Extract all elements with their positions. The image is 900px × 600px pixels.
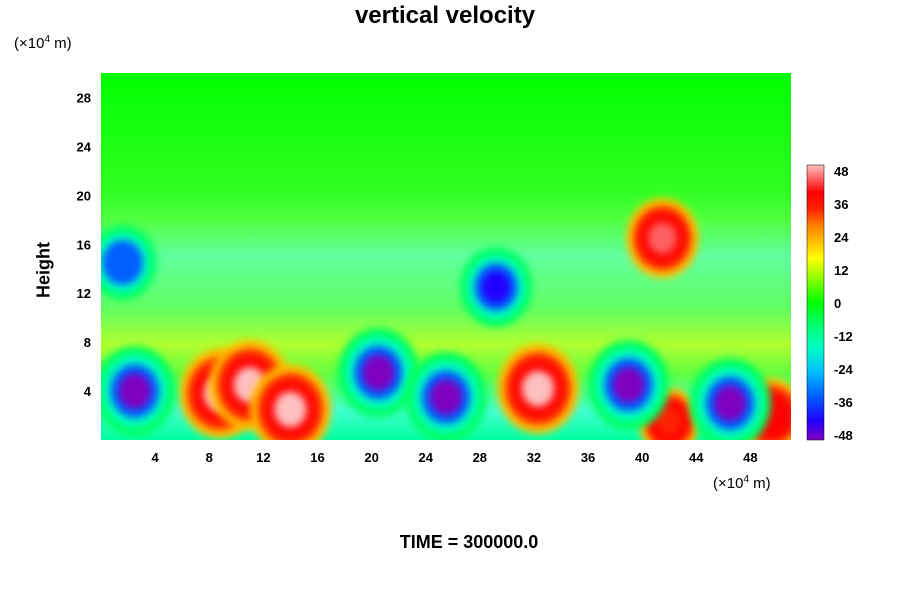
- x-tick-label: 20: [364, 450, 378, 465]
- colorbar-tick-label: -24: [834, 362, 854, 377]
- x-tick-label: 40: [635, 450, 649, 465]
- colorbar: [806, 164, 825, 441]
- y-tick-label: 4: [84, 384, 92, 399]
- updraft-cell-6: [626, 198, 699, 279]
- x-tick-label: 32: [527, 450, 541, 465]
- x-tick-label: 48: [743, 450, 757, 465]
- y-tick-label: 24: [77, 139, 92, 154]
- x-tick-label: 24: [418, 450, 433, 465]
- x-axis-unit: (×104 m): [713, 474, 771, 492]
- y-axis-unit: (×104 m): [14, 34, 72, 52]
- downdraft-cell-12: [459, 247, 533, 327]
- colorbar-tick-label: 0: [834, 296, 841, 311]
- colorbar-tick-label: -48: [834, 428, 853, 443]
- downdraft-cell-9: [405, 352, 487, 440]
- x-tick-label: 36: [581, 450, 595, 465]
- x-tick-label: 12: [256, 450, 270, 465]
- downdraft-cell-10: [587, 340, 670, 430]
- x-tick-label: 44: [689, 450, 704, 465]
- y-tick-label: 20: [77, 188, 91, 203]
- x-tick-label: 8: [206, 450, 213, 465]
- downdraft-cell-11: [689, 358, 771, 440]
- downdraft-cell-8: [337, 327, 420, 418]
- colorbar-tick-label: -12: [834, 329, 853, 344]
- y-tick-label: 8: [84, 335, 91, 350]
- x-tick-label: 16: [310, 450, 324, 465]
- x-tick-label: 28: [473, 450, 487, 465]
- y-tick-label: 28: [77, 90, 91, 105]
- updraft-cell-2: [249, 364, 332, 440]
- colorbar-tick-label: 48: [834, 164, 848, 179]
- time-label: TIME = 300000.0: [399, 532, 539, 552]
- downdraft-cell-7: [101, 346, 176, 436]
- chart-title: vertical velocity: [354, 2, 536, 29]
- colorbar-tick-label: -36: [834, 395, 853, 410]
- colorbar-tick-label: 24: [834, 230, 849, 245]
- colorbar-tick-label: 36: [834, 197, 848, 212]
- colorbar-tick-label: 12: [834, 263, 848, 278]
- updraft-cell-3: [497, 343, 579, 434]
- y-tick-label: 16: [77, 237, 91, 252]
- x-tick-label: 4: [152, 450, 160, 465]
- y-tick-label: 12: [77, 286, 91, 301]
- downdraft-cell-13: [101, 225, 157, 300]
